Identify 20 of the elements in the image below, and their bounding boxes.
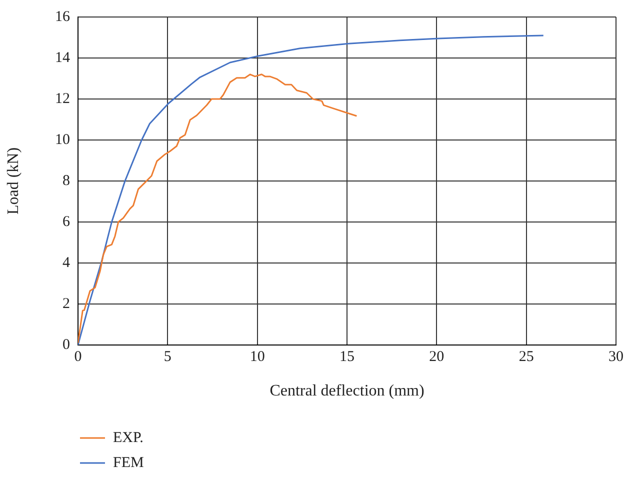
x-tick-label: 30 — [608, 348, 624, 365]
y-tick-label: 14 — [55, 50, 70, 66]
x-tick-label: 25 — [518, 348, 534, 365]
y-tick-label: 6 — [62, 214, 70, 230]
y-axis-title: Load (kN) — [4, 147, 22, 215]
x-tick-label: 5 — [164, 348, 172, 365]
legend-label: FEM — [113, 454, 144, 471]
x-tick-label: 0 — [74, 348, 82, 365]
y-tick-label: 12 — [55, 90, 70, 107]
y-tick-label: 4 — [62, 254, 70, 271]
x-tick-label: 10 — [250, 348, 265, 365]
x-tick-label: 20 — [429, 348, 444, 365]
legend-label: EXP. — [113, 430, 144, 446]
y-tick-label: 2 — [62, 296, 70, 312]
x-axis-title: Central deflection (mm) — [270, 382, 424, 400]
y-tick-label: 0 — [62, 336, 70, 353]
y-tick-label: 16 — [55, 8, 70, 25]
y-tick-label: 10 — [55, 132, 70, 148]
x-tick-label: 15 — [340, 348, 354, 365]
y-tick-label: 8 — [62, 172, 70, 189]
